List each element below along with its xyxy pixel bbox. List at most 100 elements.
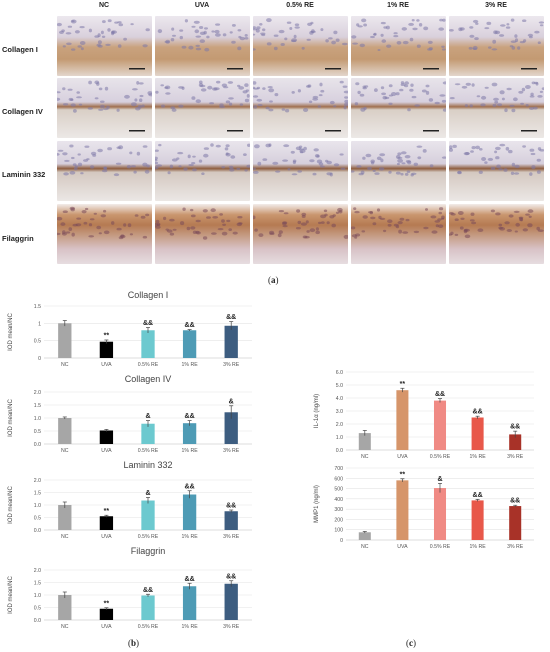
bar <box>182 494 197 530</box>
bar <box>141 423 155 444</box>
y-tick-label: 1.5 <box>34 581 41 587</box>
y-tick-label: 1.5 <box>34 491 41 497</box>
histology-image <box>155 78 250 138</box>
significance-label: ** <box>400 381 406 388</box>
histology-image <box>253 204 348 264</box>
y-tick-label: 0.0 <box>336 448 343 454</box>
histology-image <box>449 16 544 76</box>
significance-label: && <box>185 576 195 583</box>
bar <box>141 500 155 530</box>
bar <box>396 390 409 450</box>
y-tick-label: 1.0 <box>34 416 41 422</box>
significance-label: && <box>185 483 195 490</box>
bar <box>224 412 238 444</box>
y-tick-label: 0.0 <box>34 528 41 534</box>
bar <box>182 330 197 358</box>
x-tick-label: 3% RE <box>223 534 240 540</box>
histology-image <box>253 78 348 138</box>
histology-image <box>155 141 250 201</box>
histology-image <box>351 16 446 76</box>
bar <box>58 505 72 530</box>
y-tick-label: 100 <box>334 528 343 534</box>
bar <box>358 433 371 450</box>
y-tick-label: 0.5 <box>34 516 41 522</box>
y-tick-label: 5.0 <box>336 383 343 389</box>
bar <box>358 532 371 540</box>
significance-label: && <box>510 498 520 505</box>
bar <box>471 417 484 450</box>
y-tick-label: 2.0 <box>34 390 41 396</box>
y-tick-label: 4.0 <box>336 396 343 402</box>
y-axis-label: IL-1α (ng/ml) <box>314 394 320 428</box>
column-header: 3% RE <box>485 2 507 9</box>
collagen-i-chart: Collagen I IOD mean/NC 0 0.5 1 1.5 NC ** UVA && 0.… <box>8 290 252 368</box>
x-tick-label: NC <box>61 624 69 630</box>
significance-label: & <box>437 476 442 483</box>
histology-image <box>351 204 446 264</box>
x-tick-label: UVA <box>397 454 408 460</box>
x-tick-label: NC <box>61 448 69 454</box>
chart-title: Laminin 332 <box>123 460 172 470</box>
y-tick-label: 1.5 <box>34 403 41 409</box>
x-tick-label: NC <box>361 544 369 550</box>
bar <box>224 325 238 358</box>
bar <box>58 595 72 620</box>
x-tick-label: UVA <box>101 448 112 454</box>
x-tick-label: 1% RE <box>182 362 199 368</box>
x-tick-label: UVA <box>101 362 112 368</box>
histology-image <box>351 141 446 201</box>
y-tick-label: 400 <box>334 497 343 503</box>
bar <box>99 430 114 444</box>
y-tick-label: 0.5 <box>34 606 41 612</box>
significance-label: & <box>229 398 234 405</box>
bar <box>58 323 72 358</box>
x-tick-label: 0.5% RE <box>430 544 451 550</box>
y-tick-label: 1.0 <box>336 435 343 441</box>
row-label: Laminin 332 <box>2 170 46 179</box>
bar <box>182 423 197 444</box>
bar <box>433 400 447 450</box>
significance-label: && <box>143 587 153 594</box>
bar <box>99 608 114 620</box>
y-tick-label: 0.5 <box>34 429 41 435</box>
significance-label: && <box>226 573 236 580</box>
x-tick-label: 0.5% RE <box>138 624 159 630</box>
significance-label: && <box>510 424 520 431</box>
y-tick-label: 1.0 <box>34 593 41 599</box>
x-tick-label: 3% RE <box>223 362 240 368</box>
y-tick-label: 1 <box>38 321 41 327</box>
x-tick-label: 0.5% RE <box>138 362 159 368</box>
column-header: UVA <box>194 2 210 9</box>
significance-label: && <box>185 413 195 420</box>
significance-label: && <box>226 503 236 510</box>
mmp1-chart: MMP1 (ng/ml) 0 100 200 300 400 500 600 700 NC ** UV… <box>314 466 534 550</box>
bar <box>141 595 155 620</box>
y-tick-label: 0 <box>340 538 343 544</box>
bar <box>58 418 72 444</box>
x-tick-label: NC <box>61 362 69 368</box>
histology-image <box>57 141 152 201</box>
y-axis-label: IOD mean/NC <box>8 313 14 351</box>
significance-label: ** <box>400 471 406 478</box>
y-axis-label: IOD mean/NC <box>8 486 14 524</box>
y-tick-label: 300 <box>334 507 343 513</box>
histology-image <box>57 78 152 138</box>
histology-image <box>449 141 544 201</box>
chart-title: Collagen IV <box>125 374 172 384</box>
y-tick-label: 200 <box>334 517 343 523</box>
significance-label: & <box>145 413 150 420</box>
x-tick-label: 0.5% RE <box>430 454 451 460</box>
x-tick-label: UVA <box>397 544 408 550</box>
bar <box>99 341 114 358</box>
row-label: Collagen IV <box>2 107 43 116</box>
histology-image <box>253 16 348 76</box>
y-tick-label: 0.5 <box>34 339 41 345</box>
y-tick-label: 500 <box>334 487 343 493</box>
x-tick-label: 1% RE <box>470 544 487 550</box>
bar <box>224 583 238 620</box>
x-tick-label: 3% RE <box>507 544 524 550</box>
histology-image <box>155 204 250 264</box>
il1a-chart: IL-1α (ng/ml) 0.0 1.0 2.0 3.0 4.0 5.0 6.0 NC ** UV… <box>314 370 534 460</box>
bar <box>471 500 484 540</box>
histology-image <box>253 141 348 201</box>
